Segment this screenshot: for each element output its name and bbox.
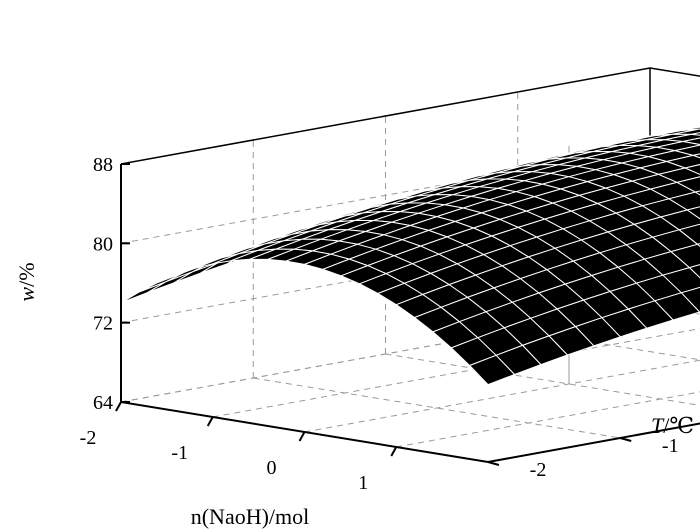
- z-tick-label: 80: [93, 233, 113, 255]
- z-tick-label: 88: [93, 154, 113, 176]
- x-tick-label: 1: [358, 472, 368, 494]
- floor-gridline-y: [385, 353, 700, 406]
- surface-cell: [688, 264, 700, 279]
- box-edge: [649, 67, 700, 77]
- x-tick-mark: [115, 401, 122, 412]
- x-tick-label: 0: [267, 457, 277, 479]
- y-tick-mark: [619, 437, 632, 442]
- x-tick-label: -2: [80, 427, 97, 449]
- z-axis-label: w/%: [14, 262, 39, 301]
- surface-plot: [120, 126, 700, 386]
- x-tick-mark: [206, 416, 214, 427]
- wall-gridline-horizontal: [649, 67, 700, 77]
- surface-cell: [469, 354, 515, 386]
- y-axis-label-var: T: [651, 413, 665, 438]
- x-tick-mark: [390, 446, 398, 457]
- y-tick-mark: [487, 461, 500, 466]
- x-tick-mark: [298, 431, 306, 442]
- y-tick-label: -1: [662, 435, 679, 457]
- z-tick-label: 64: [93, 392, 113, 414]
- wall-gridline-horizontal: [120, 146, 651, 244]
- x-tick-label: -1: [171, 442, 188, 464]
- y-axis-label-unit: /℃: [663, 413, 694, 438]
- y-tick-label: -2: [530, 459, 547, 481]
- wall-gridline-horizontal: [120, 305, 651, 403]
- box-edge: [120, 67, 651, 165]
- x-axis-label: n(NaoH)/mol: [191, 504, 310, 529]
- z-tick-label: 72: [93, 313, 113, 335]
- surface-cell: [146, 271, 193, 294]
- y-axis-line: [487, 422, 700, 463]
- z-axis-label-unit: /%: [14, 262, 39, 286]
- surface-cell: [120, 281, 167, 304]
- floor-gridline-y: [253, 377, 621, 439]
- z-axis-label-var: w: [14, 287, 39, 302]
- y-axis-label: T/℃: [651, 413, 694, 438]
